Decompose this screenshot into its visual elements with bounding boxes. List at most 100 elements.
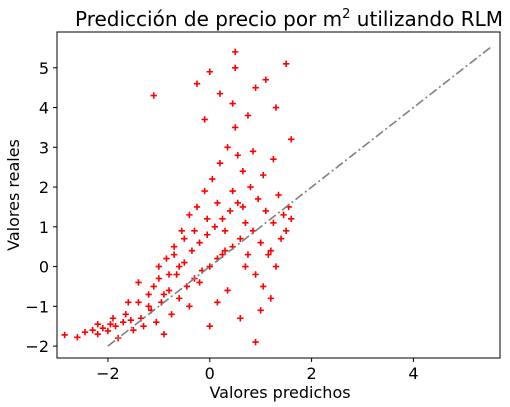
data-point (170, 243, 178, 250)
data-point (216, 159, 224, 167)
data-point (125, 299, 132, 306)
chart-title: Predicción de precio por m2 utilizando R… (75, 7, 503, 31)
data-point (224, 144, 231, 151)
data-point (242, 263, 249, 270)
reference-line-segment (107, 45, 493, 347)
data-point (206, 263, 213, 270)
data-point (226, 207, 234, 215)
data-point (206, 68, 213, 75)
data-point (196, 279, 203, 286)
data-point (219, 215, 226, 223)
data-point (262, 76, 269, 83)
data-point (140, 322, 147, 330)
data-point (163, 255, 170, 262)
data-point (232, 124, 239, 131)
data-point (254, 195, 262, 203)
data-point (155, 275, 163, 282)
data-point (234, 199, 241, 207)
y-tick-label: 0 (39, 258, 49, 277)
data-point (150, 283, 157, 290)
data-point (239, 167, 247, 175)
data-point (94, 330, 101, 338)
data-point (104, 327, 112, 335)
data-point (244, 112, 252, 119)
data-point (107, 321, 114, 328)
data-point (112, 322, 119, 330)
data-point (178, 227, 185, 234)
x-tick-label: 2 (307, 364, 317, 383)
y-tick-label: −1 (25, 297, 49, 316)
data-point (153, 319, 160, 326)
data-point (81, 328, 89, 336)
reference-line (107, 45, 493, 347)
data-point (280, 211, 287, 219)
data-point (206, 322, 213, 330)
data-point (221, 247, 229, 254)
data-point (239, 203, 247, 211)
data-point (270, 219, 277, 227)
y-tick-label: 3 (39, 138, 49, 157)
data-point (176, 263, 183, 270)
y-tick-label: −2 (25, 337, 49, 356)
data-point (170, 251, 178, 258)
y-tick-label: 2 (39, 178, 49, 197)
y-tick-label: 4 (39, 99, 49, 118)
data-point (181, 235, 188, 242)
data-point (181, 259, 188, 266)
plot-frame (56, 31, 501, 359)
data-point (260, 283, 267, 290)
data-point (61, 331, 68, 339)
data-point (237, 235, 244, 242)
data-point (204, 231, 211, 238)
data-point (265, 251, 272, 258)
y-tick-label: 5 (39, 59, 49, 78)
data-point (209, 175, 216, 183)
data-point (94, 321, 101, 328)
data-point (237, 315, 244, 322)
data-point (234, 152, 241, 159)
data-point (135, 299, 142, 306)
data-point (74, 334, 81, 341)
x-axis-label: Valores predichos (209, 383, 350, 402)
data-point (257, 239, 264, 246)
data-point (252, 338, 259, 346)
data-point (201, 187, 208, 195)
data-point (186, 303, 193, 310)
data-point (89, 326, 96, 334)
data-point (193, 80, 201, 87)
data-point (229, 187, 236, 195)
data-point (191, 227, 198, 234)
data-point (252, 84, 259, 91)
data-point (244, 251, 252, 258)
y-axis-ticks: −2 −1 0 1 2 3 4 5 (25, 59, 57, 356)
data-point (288, 215, 295, 223)
data-point (109, 315, 117, 322)
data-point (232, 64, 239, 71)
data-point (155, 263, 163, 270)
data-point (257, 307, 264, 314)
data-point (214, 199, 221, 207)
data-point (282, 60, 290, 68)
data-point (193, 203, 201, 211)
data-point (288, 136, 295, 143)
y-tick-label: 1 (39, 218, 49, 237)
data-point (262, 207, 269, 215)
data-point (204, 215, 211, 223)
data-point (242, 219, 249, 227)
data-point (267, 295, 275, 302)
y-axis-label: Valores reales (4, 139, 23, 251)
data-point (270, 156, 277, 163)
data-point (119, 319, 127, 326)
title-suffix: utilizando RLM (350, 7, 503, 31)
data-point (127, 317, 135, 324)
title-superscript: 2 (342, 7, 350, 22)
data-point (145, 291, 152, 298)
data-point (150, 92, 157, 99)
data-point (277, 235, 285, 242)
data-point (196, 239, 203, 246)
data-point (201, 116, 208, 123)
x-tick-label: 4 (408, 364, 418, 383)
data-point (160, 330, 168, 338)
data-point (221, 227, 229, 234)
data-point (216, 90, 224, 97)
